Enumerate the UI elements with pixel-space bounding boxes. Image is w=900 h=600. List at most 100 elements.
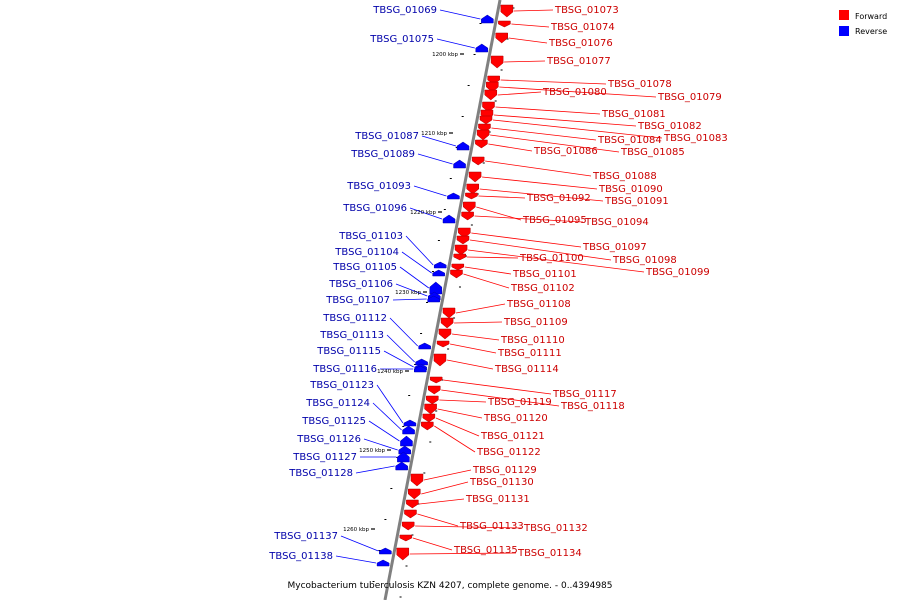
forward-gene-label[interactable]: TBSG_01078 [607,79,672,90]
reverse-gene-arrow[interactable] [447,192,460,200]
forward-gene-arrow[interactable] [406,499,419,509]
reverse-gene-label[interactable]: TBSG_01087 [354,131,419,142]
forward-gene-arrow[interactable] [429,376,443,384]
forward-gene-label[interactable]: TBSG_01120 [483,413,548,424]
reverse-gene-label[interactable]: TBSG_01107 [325,295,390,306]
reverse-gene-label[interactable]: TBSG_01112 [322,313,387,324]
forward-gene-arrow[interactable] [466,183,480,195]
reverse-gene-arrow[interactable] [402,425,415,435]
forward-gene-label[interactable]: TBSG_01122 [476,447,541,458]
reverse-gene-arrow[interactable] [403,419,417,427]
reverse-gene-label[interactable]: TBSG_01113 [319,330,384,341]
reverse-gene-label[interactable]: TBSG_01093 [346,181,411,192]
forward-gene-label[interactable]: TBSG_01092 [526,193,591,204]
reverse-gene-arrow[interactable] [418,342,431,350]
reverse-gene-label[interactable]: TBSG_01105 [332,262,397,273]
forward-gene-label[interactable]: TBSG_01109 [503,317,568,328]
reverse-gene-arrow[interactable] [400,435,413,447]
reverse-gene-arrow[interactable] [433,261,447,269]
reverse-gene-arrow[interactable] [475,43,489,53]
reverse-gene-arrow[interactable] [429,281,443,295]
forward-gene-label[interactable]: TBSG_01084 [597,135,662,146]
forward-gene-arrow[interactable] [458,227,471,239]
reverse-gene-label[interactable]: TBSG_01103 [338,231,403,242]
reverse-gene-arrow[interactable] [442,214,456,224]
forward-gene-arrow[interactable] [427,385,441,395]
forward-gene-label[interactable]: TBSG_01094 [584,217,649,228]
forward-gene-label[interactable]: TBSG_01097 [582,242,647,253]
forward-gene-arrow[interactable] [450,269,463,279]
forward-gene-arrow[interactable] [484,89,498,101]
forward-gene-label[interactable]: TBSG_01134 [517,548,582,559]
reverse-gene-label[interactable]: TBSG_01089 [350,149,415,160]
reverse-gene-arrow[interactable] [415,358,428,366]
forward-gene-arrow[interactable] [476,129,490,141]
forward-gene-label[interactable]: TBSG_01117 [552,389,617,400]
reverse-gene-label[interactable]: TBSG_01104 [334,247,399,258]
forward-gene-label[interactable]: TBSG_01102 [510,283,575,294]
forward-gene-arrow[interactable] [495,32,508,44]
reverse-gene-label[interactable]: TBSG_01069 [372,5,437,16]
forward-gene-label[interactable]: TBSG_01079 [657,92,722,103]
forward-gene-arrow[interactable] [451,263,465,271]
forward-gene-arrow[interactable] [500,4,514,18]
forward-gene-label[interactable]: TBSG_01081 [601,109,666,120]
reverse-gene-label[interactable]: TBSG_01106 [328,279,393,290]
forward-gene-label[interactable]: TBSG_01085 [620,147,685,158]
forward-gene-label[interactable]: TBSG_01074 [550,22,615,33]
forward-gene-label[interactable]: TBSG_01076 [548,38,613,49]
forward-gene-label[interactable]: TBSG_01119 [487,397,552,408]
forward-gene-arrow[interactable] [438,328,452,340]
forward-gene-label[interactable]: TBSG_01090 [598,184,663,195]
forward-gene-label[interactable]: TBSG_01118 [560,401,625,412]
forward-gene-label[interactable]: TBSG_01133 [459,521,524,532]
forward-gene-arrow[interactable] [456,235,470,245]
forward-gene-label[interactable]: TBSG_01088 [592,171,657,182]
reverse-gene-label[interactable]: TBSG_01128 [288,468,353,479]
forward-gene-label[interactable]: TBSG_01080 [542,87,607,98]
forward-gene-arrow[interactable] [442,307,456,319]
forward-gene-arrow[interactable] [486,81,499,93]
reverse-gene-label[interactable]: TBSG_01138 [268,551,333,562]
forward-gene-label[interactable]: TBSG_01077 [546,56,611,67]
forward-gene-label[interactable]: TBSG_01073 [554,5,619,16]
reverse-gene-label[interactable]: TBSG_01126 [296,434,361,445]
forward-gene-label[interactable]: TBSG_01099 [645,267,710,278]
reverse-gene-arrow[interactable] [432,269,445,277]
forward-gene-arrow[interactable] [463,201,476,213]
forward-gene-arrow[interactable] [401,521,415,531]
forward-gene-arrow[interactable] [404,509,417,519]
forward-gene-arrow[interactable] [490,55,504,69]
forward-gene-label[interactable]: TBSG_01129 [472,465,537,476]
forward-gene-arrow[interactable] [475,139,488,149]
forward-gene-label[interactable]: TBSG_01108 [506,299,571,310]
forward-gene-label[interactable]: TBSG_01110 [500,335,565,346]
forward-gene-label[interactable]: TBSG_01111 [497,348,562,359]
forward-gene-label[interactable]: TBSG_01130 [469,477,534,488]
reverse-gene-arrow[interactable] [427,295,440,303]
forward-gene-label[interactable]: TBSG_01114 [494,364,559,375]
reverse-gene-arrow[interactable] [395,461,408,471]
forward-gene-arrow[interactable] [422,413,436,423]
reverse-gene-arrow[interactable] [414,365,427,373]
reverse-gene-arrow[interactable] [376,559,390,567]
forward-gene-arrow[interactable] [482,101,495,113]
reverse-gene-arrow[interactable] [398,445,411,455]
reverse-gene-arrow[interactable] [456,141,470,151]
reverse-gene-label[interactable]: TBSG_01127 [292,452,357,463]
forward-gene-arrow[interactable] [471,156,485,166]
forward-gene-label[interactable]: TBSG_01100 [519,253,584,264]
reverse-gene-label[interactable]: TBSG_01115 [316,346,381,357]
forward-gene-label[interactable]: TBSG_01132 [523,523,588,534]
forward-gene-arrow[interactable] [396,547,410,561]
forward-gene-label[interactable]: TBSG_01083 [663,133,728,144]
forward-gene-arrow[interactable] [468,171,482,183]
reverse-gene-arrow[interactable] [379,547,392,555]
forward-gene-label[interactable]: TBSG_01082 [637,121,702,132]
reverse-gene-label[interactable]: TBSG_01075 [369,34,434,45]
reverse-gene-label[interactable]: TBSG_01123 [309,380,374,391]
reverse-gene-arrow[interactable] [481,14,494,24]
forward-gene-arrow[interactable] [421,421,434,431]
reverse-gene-label[interactable]: TBSG_01124 [305,398,370,409]
forward-gene-label[interactable]: TBSG_01095 [522,215,587,226]
